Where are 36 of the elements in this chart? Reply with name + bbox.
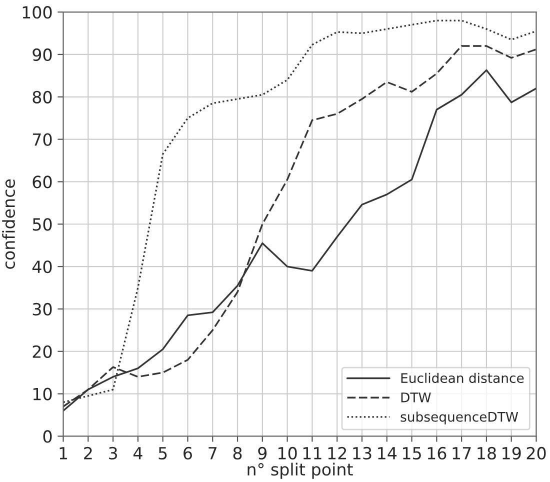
- y-tick-label: 90: [32, 48, 52, 62]
- y-tick-label: 30: [32, 302, 52, 316]
- x-tick-label: 7: [208, 447, 216, 460]
- x-tick-label: 14: [378, 447, 397, 460]
- x-tick-label: 15: [403, 447, 421, 460]
- legend-label: Euclidean distance: [401, 372, 524, 384]
- x-tick-label: 4: [133, 447, 142, 460]
- y-tick-label: 20: [32, 345, 52, 358]
- y-tick-label: 80: [32, 90, 52, 104]
- legend-label: DTW: [401, 392, 431, 402]
- x-tick-label: 1: [60, 447, 68, 460]
- x-tick-label: 18: [478, 446, 496, 460]
- legend-label: subsequenceDTW: [400, 412, 518, 424]
- y-tick-label: 50: [32, 218, 52, 231]
- x-tick-label: 20: [526, 446, 546, 460]
- x-tick-label: 13: [353, 446, 372, 460]
- y-tick-label: 10: [33, 388, 52, 400]
- y-tick-label: 40: [32, 260, 52, 274]
- x-tick-label: 19: [502, 446, 521, 460]
- x-tick-label: 6: [184, 446, 192, 460]
- y-tick-label: 60: [32, 176, 52, 188]
- y-tick-label: 0: [43, 430, 52, 443]
- x-tick-label: 11: [303, 447, 322, 460]
- x-tick-label: 2: [84, 446, 92, 460]
- x-tick-label: 3: [109, 446, 118, 460]
- x-tick-label: 8: [233, 446, 242, 460]
- x-tick-label: 9: [258, 446, 267, 460]
- x-tick-label: 10: [278, 446, 297, 460]
- y-axis-title: confidence: [2, 179, 16, 269]
- x-tick-label: 16: [428, 446, 446, 460]
- x-tick-label: 12: [328, 446, 346, 460]
- y-tick-label: 100: [22, 6, 52, 19]
- x-axis-title: n° split point: [248, 462, 353, 479]
- x-tick-label: 5: [158, 447, 167, 460]
- x-tick-label: 17: [452, 447, 471, 460]
- y-tick-label: 70: [32, 133, 52, 146]
